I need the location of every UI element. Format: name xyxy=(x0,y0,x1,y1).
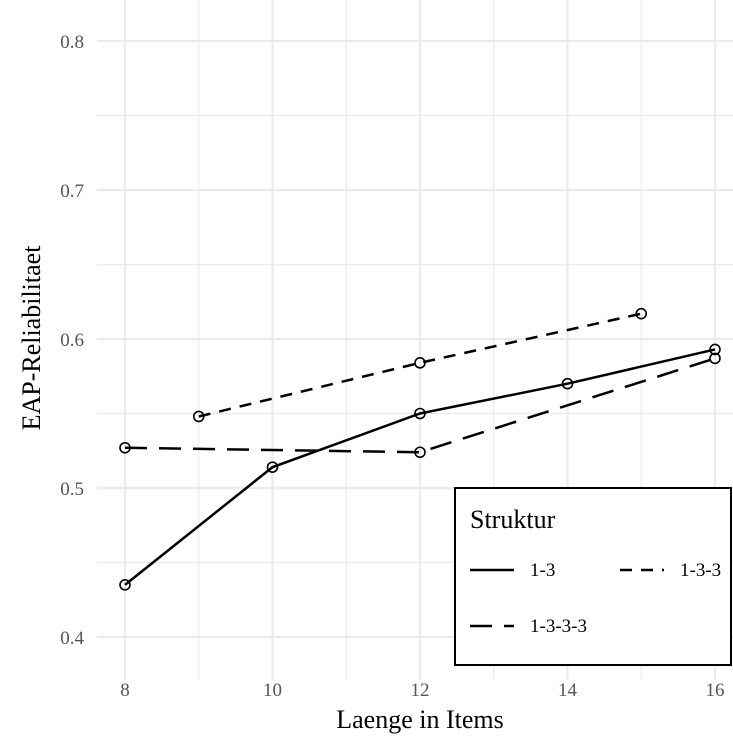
data-point xyxy=(119,579,131,591)
series-line-1-3 xyxy=(124,348,716,586)
y-axis-title: EAP-Reliabilitaet xyxy=(17,245,46,431)
data-point xyxy=(561,377,574,390)
x-axis-title: Laenge in Items xyxy=(336,705,504,734)
data-point xyxy=(266,461,279,473)
data-point xyxy=(414,357,426,369)
legend-items: 1-3 1-3-3 1-3-3-3 xyxy=(470,560,721,637)
data-point xyxy=(119,441,131,454)
grid xyxy=(97,0,733,680)
x-tick-label: 8 xyxy=(120,680,130,701)
data-point xyxy=(709,352,721,365)
tick-labels: 8 10 12 14 16 0.4 0.5 0.6 0.7 0.8 xyxy=(60,32,724,701)
series-line-1-3-3 xyxy=(198,312,642,418)
y-tick-label: 0.8 xyxy=(60,32,84,53)
legend-label-1-3: 1-3 xyxy=(530,560,555,581)
x-tick-label: 16 xyxy=(706,680,725,701)
legend-title: Struktur xyxy=(470,505,556,534)
x-tick-label: 12 xyxy=(411,680,430,701)
data-point xyxy=(635,307,648,320)
x-tick-label: 10 xyxy=(263,680,282,701)
data-point xyxy=(414,407,426,420)
y-tick-label: 0.4 xyxy=(60,628,84,649)
y-tick-label: 0.6 xyxy=(60,330,84,351)
data-point xyxy=(414,446,426,459)
legend-label-1-3-3-3: 1-3-3-3 xyxy=(530,616,587,637)
x-tick-label: 14 xyxy=(558,680,578,701)
legend-box xyxy=(454,487,732,666)
data-points xyxy=(119,307,721,591)
legend-label-1-3-3: 1-3-3 xyxy=(680,560,721,581)
data-point xyxy=(192,410,205,423)
y-tick-label: 0.7 xyxy=(60,181,84,202)
legend: Struktur 1-3 1-3-3 1-3-3-3 xyxy=(454,487,732,666)
series-lines xyxy=(124,312,716,586)
y-tick-label: 0.5 xyxy=(60,479,84,500)
data-point xyxy=(709,343,721,356)
